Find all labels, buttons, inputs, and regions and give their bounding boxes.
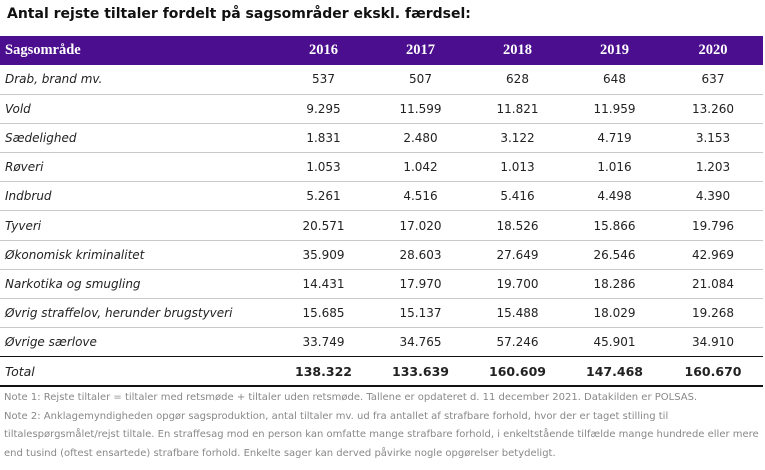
value-cell: 27.649 (469, 239, 566, 270)
column-header-year: 2018 (503, 42, 532, 58)
value-cell: 19.796 (663, 210, 763, 241)
value-cell: 18.526 (469, 210, 566, 241)
value-cell: 19.268 (663, 297, 763, 328)
value-cell: 4.498 (566, 181, 663, 211)
value-cell: 35.909 (275, 239, 372, 270)
total-label: Total (0, 356, 275, 388)
category-cell: Drab, brand mv. (5, 72, 103, 87)
total-value-cell: 138.322 (275, 356, 372, 388)
value-cell: 18.029 (566, 297, 663, 328)
value-cell: 15.137 (372, 297, 469, 328)
value-cell: 11.599 (372, 93, 469, 124)
total-value-cell: 160.609 (469, 356, 566, 388)
category-cell: Tyveri (0, 210, 275, 241)
column-header-year: 2019 (600, 42, 629, 58)
column-header-year: 2017 (406, 42, 435, 58)
page-title: Antal rejste tiltaler fordelt på sagsomr… (7, 6, 471, 22)
value-cell: 1.053 (275, 152, 372, 182)
value-cell: 15.866 (566, 210, 663, 241)
value-cell: 15.685 (275, 297, 372, 328)
value-cell: 19.700 (469, 268, 566, 299)
value-cell: 15.488 (469, 297, 566, 328)
table-row: Indbrud 5.261 4.516 5.416 4.498 4.390 (0, 181, 763, 211)
value-cell: 1.203 (663, 152, 763, 182)
value-cell: 3.122 (469, 122, 566, 153)
table-row: Røveri 1.053 1.042 1.013 1.016 1.203 (0, 152, 763, 182)
total-value-cell: 147.468 (566, 356, 663, 388)
value-cell: 33.749 (275, 327, 372, 357)
category-cell: Røveri (0, 152, 275, 182)
value-cell: 9.295 (275, 93, 372, 124)
value-cell: 1.016 (566, 152, 663, 182)
value-cell: 628 (506, 72, 529, 87)
table-row: Øvrig straffelov, herunder brugstyveri 1… (0, 297, 763, 328)
value-cell: 507 (409, 72, 432, 87)
value-cell: 648 (603, 72, 626, 87)
table-row: Narkotika og smugling 14.431 17.970 19.7… (0, 268, 763, 299)
table-row: Tyveri 20.571 17.020 18.526 15.866 19.79… (0, 210, 763, 241)
value-cell: 1.013 (469, 152, 566, 182)
total-value-cell: 160.670 (663, 356, 763, 388)
value-cell: 1.831 (275, 122, 372, 153)
value-cell: 26.546 (566, 239, 663, 270)
value-cell: 637 (701, 72, 725, 87)
value-cell: 537 (312, 72, 335, 87)
category-cell: Økonomisk kriminalitet (0, 239, 275, 270)
value-cell: 34.910 (663, 327, 763, 357)
column-header-category: Sagsområde (5, 42, 81, 58)
value-cell: 1.042 (372, 152, 469, 182)
value-cell: 18.286 (566, 268, 663, 299)
value-cell: 57.246 (469, 327, 566, 357)
category-cell: Øvrige særlove (0, 327, 275, 357)
value-cell: 13.260 (663, 93, 763, 124)
total-row: Total 138.322 133.639 160.609 147.468 16… (0, 356, 763, 388)
value-cell: 4.516 (372, 181, 469, 211)
value-cell: 28.603 (372, 239, 469, 270)
value-cell: 4.719 (566, 122, 663, 153)
value-cell: 4.390 (663, 181, 763, 211)
value-cell: 45.901 (566, 327, 663, 357)
notes-section: Note 1: Rejste tiltaler = tiltaler med r… (4, 389, 762, 463)
value-cell: 3.153 (663, 122, 763, 153)
value-cell: 20.571 (275, 210, 372, 241)
note-1: Note 1: Rejste tiltaler = tiltaler med r… (4, 392, 698, 403)
value-cell: 42.969 (663, 239, 763, 270)
value-cell: 21.084 (663, 268, 763, 299)
table-row: Drab, brand mv. 537 507 628 648 637 (0, 65, 763, 94)
value-cell: 5.416 (469, 181, 566, 211)
value-cell: 2.480 (372, 122, 469, 153)
total-value-cell: 133.639 (372, 356, 469, 388)
category-cell: Vold (0, 93, 275, 124)
note-2: Note 2: Anklagemyndigheden opgør sagspro… (4, 410, 759, 459)
table-row: Sædelighed 1.831 2.480 3.122 4.719 3.153 (0, 122, 763, 153)
category-cell: Narkotika og smugling (0, 268, 275, 299)
value-cell: 17.020 (372, 210, 469, 241)
column-header-year: 2020 (698, 42, 728, 58)
table-header-row: Sagsområde 2016 2017 2018 2019 2020 (0, 36, 763, 65)
table-row: Vold 9.295 11.599 11.821 11.959 13.260 (0, 93, 763, 124)
table-row: Økonomisk kriminalitet 35.909 28.603 27.… (0, 239, 763, 270)
value-cell: 14.431 (275, 268, 372, 299)
value-cell: 34.765 (372, 327, 469, 357)
table-row: Øvrige særlove 33.749 34.765 57.246 45.9… (0, 327, 763, 357)
value-cell: 11.959 (566, 93, 663, 124)
value-cell: 5.261 (275, 181, 372, 211)
column-header-year: 2016 (309, 42, 338, 58)
value-cell: 11.821 (469, 93, 566, 124)
value-cell: 17.970 (372, 268, 469, 299)
data-table: Sagsområde 2016 2017 2018 2019 2020 Drab… (0, 36, 763, 388)
category-cell: Indbrud (0, 181, 275, 211)
category-cell: Sædelighed (0, 122, 275, 153)
category-cell: Øvrig straffelov, herunder brugstyveri (0, 297, 275, 328)
